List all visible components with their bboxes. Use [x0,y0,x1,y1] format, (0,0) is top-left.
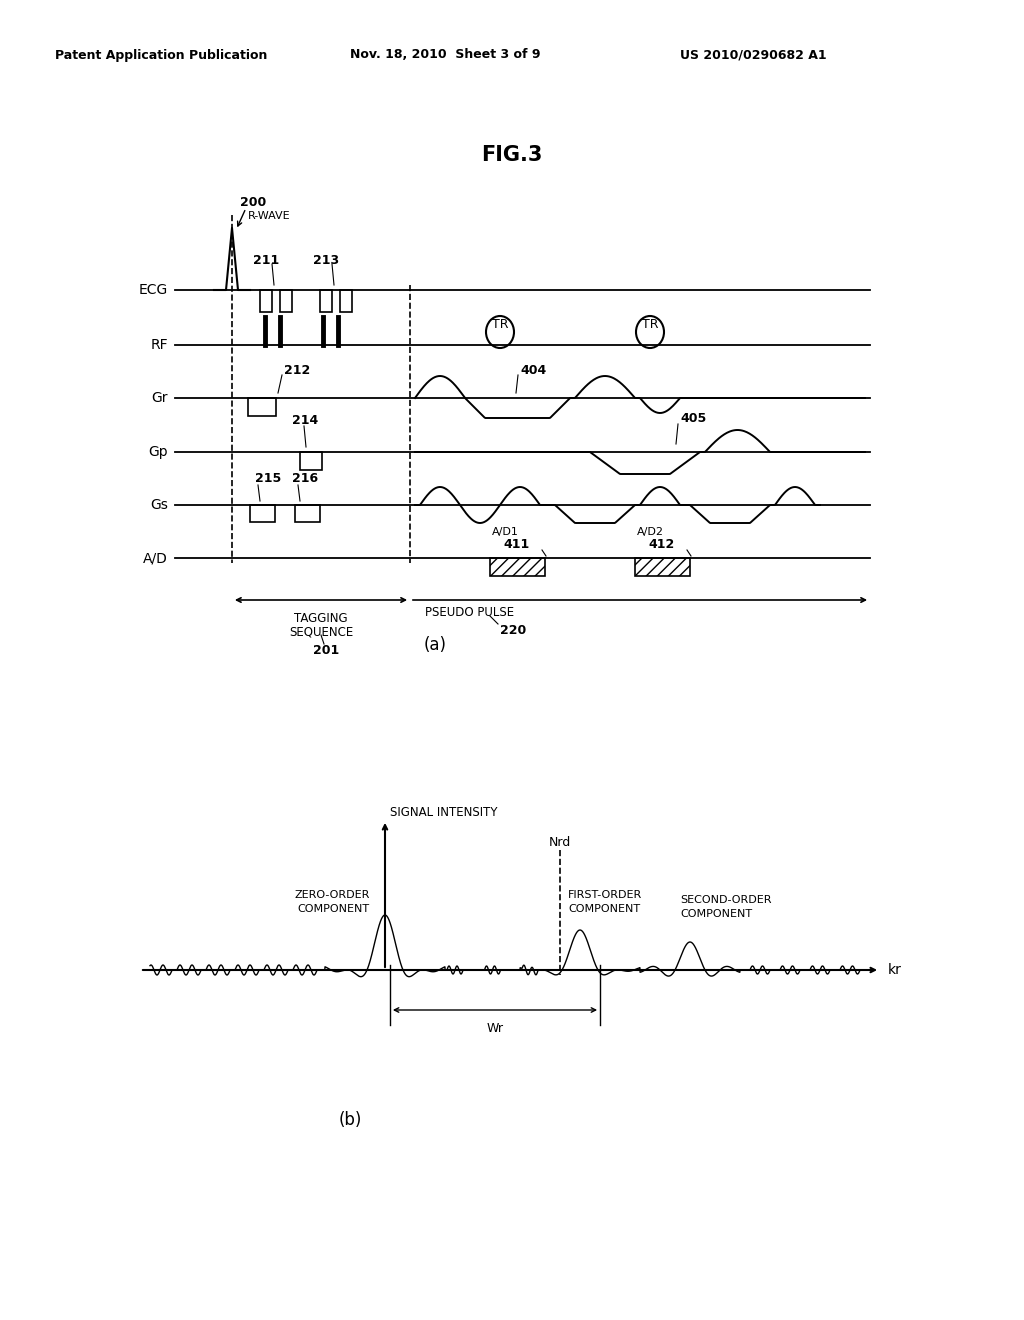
Text: SIGNAL INTENSITY: SIGNAL INTENSITY [390,805,498,818]
Text: 200: 200 [240,195,266,209]
Text: 412: 412 [649,539,675,552]
Text: Nov. 18, 2010  Sheet 3 of 9: Nov. 18, 2010 Sheet 3 of 9 [350,49,541,62]
Text: RF: RF [151,338,168,352]
Text: Wr: Wr [486,1022,504,1035]
Bar [295,506,319,521]
Text: COMPONENT: COMPONENT [298,904,370,913]
Text: 212: 212 [284,363,310,376]
Text: R-WAVE: R-WAVE [248,211,291,220]
Text: 404: 404 [520,363,546,376]
Text: FIG.3: FIG.3 [481,145,543,165]
Text: 214: 214 [292,413,318,426]
Text: 216: 216 [292,473,318,486]
Text: ZERO-ORDER: ZERO-ORDER [295,890,370,900]
Bar [319,290,332,312]
Text: 201: 201 [313,644,339,656]
Text: FIRST-ORDER: FIRST-ORDER [568,890,642,900]
Text: Patent Application Publication: Patent Application Publication [55,49,267,62]
Text: kr: kr [888,964,902,977]
Bar [340,290,352,312]
Text: 411: 411 [504,539,530,552]
Text: 215: 215 [255,473,282,486]
Bar [300,451,322,470]
Text: 405: 405 [680,412,707,425]
Bar [635,558,690,576]
Text: 211: 211 [253,253,280,267]
Text: TAGGING: TAGGING [294,611,348,624]
Text: 213: 213 [313,253,339,267]
Ellipse shape [636,315,664,348]
Bar [250,506,275,521]
Text: ECG: ECG [138,282,168,297]
Text: (a): (a) [424,636,446,653]
Bar [280,290,292,312]
Text: TR: TR [642,318,658,331]
Text: Gp: Gp [148,445,168,459]
Text: Nrd: Nrd [549,836,571,849]
Text: TR: TR [492,318,508,331]
Text: PSEUDO PULSE: PSEUDO PULSE [425,606,514,619]
Text: COMPONENT: COMPONENT [568,904,640,913]
Text: SEQUENCE: SEQUENCE [289,626,353,639]
Bar [490,558,545,576]
Text: 220: 220 [500,623,526,636]
Bar [260,290,272,312]
Text: A/D: A/D [143,550,168,565]
Text: SECOND-ORDER: SECOND-ORDER [680,895,771,906]
Text: A/D1: A/D1 [492,527,519,537]
Text: US 2010/0290682 A1: US 2010/0290682 A1 [680,49,826,62]
Bar [248,399,276,416]
Text: A/D2: A/D2 [637,527,664,537]
Text: Gs: Gs [151,498,168,512]
Text: COMPONENT: COMPONENT [680,909,752,919]
Text: (b): (b) [338,1111,361,1129]
Text: Gr: Gr [152,391,168,405]
Ellipse shape [486,315,514,348]
